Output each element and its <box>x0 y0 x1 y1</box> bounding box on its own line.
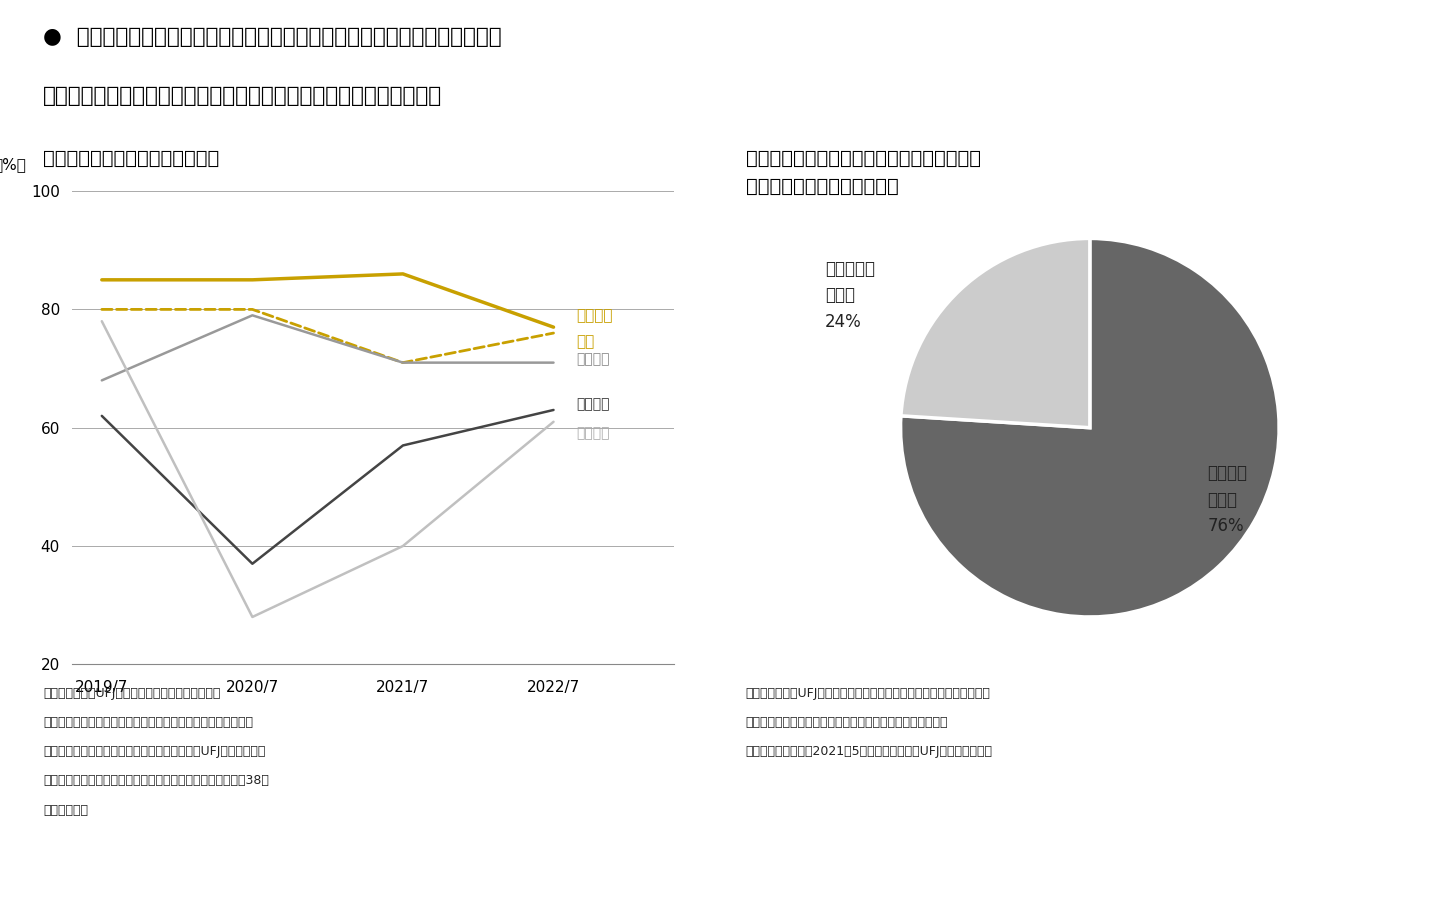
Text: （出所）　三菱UFJリサーチ＆コンサルティング・大和ライフネクスト: （出所） 三菱UFJリサーチ＆コンサルティング・大和ライフネクスト <box>746 687 991 700</box>
Text: 【アセットタイプ別の投資希望】: 【アセットタイプ別の投資希望】 <box>43 149 219 168</box>
Text: 各アセット対応に対する投資希望の割合。三菱UFJ信託銀行の不: 各アセット対応に対する投資希望の割合。三菱UFJ信託銀行の不 <box>43 745 265 758</box>
Text: 動産事業で取引関係のある不動産アセットマネジメント会社38社: 動産事業で取引関係のある不動産アセットマネジメント会社38社 <box>43 774 270 787</box>
Text: （%）: （%） <box>0 157 26 172</box>
Wedge shape <box>901 238 1279 617</box>
Text: 商業施設: 商業施設 <box>576 397 609 411</box>
Text: 物流施設: 物流施設 <box>576 353 609 367</box>
Text: （注）　私募ファンドを運用するアセットマネジメント会社の: （注） 私募ファンドを運用するアセットマネジメント会社の <box>43 716 252 729</box>
Wedge shape <box>901 238 1090 428</box>
Text: 維持管理上の課題（2021年5月）」を基に三菱UFJ信託銀行が作成: 維持管理上の課題（2021年5月）」を基に三菱UFJ信託銀行が作成 <box>746 745 992 758</box>
Text: オフィス: オフィス <box>576 308 612 323</box>
Text: ●  新築マンションの適地と競合しやすい賃貸マンションはコロナ禍において: ● 新築マンションの適地と競合しやすい賃貸マンションはコロナ禍において <box>43 27 502 47</box>
Text: 居住しない
所有者
24%: 居住しない 所有者 24% <box>825 259 875 330</box>
Text: ・居住しない所有者の割合】: ・居住しない所有者の割合】 <box>746 177 899 196</box>
Text: 【タワーマンションにおける居住する所有者: 【タワーマンションにおける居住する所有者 <box>746 149 981 168</box>
Text: も投資家から強い人気。さらに分譲マンション自体も投資対象に: も投資家から強い人気。さらに分譲マンション自体も投資対象に <box>43 86 442 106</box>
Text: 宿泊施設: 宿泊施設 <box>576 427 609 440</box>
Text: （出所）　三菱UFJ信託銀行「私募ファンド調査」: （出所） 三菱UFJ信託銀行「私募ファンド調査」 <box>43 687 221 700</box>
Text: 「タワーマンションの管理データから紐解く住まいの実態や: 「タワーマンションの管理データから紐解く住まいの実態や <box>746 716 948 729</box>
Text: 居住する
所有者
76%: 居住する 所有者 76% <box>1207 464 1248 535</box>
Text: 住宅: 住宅 <box>576 335 594 349</box>
Text: の回答を集計: の回答を集計 <box>43 804 87 816</box>
